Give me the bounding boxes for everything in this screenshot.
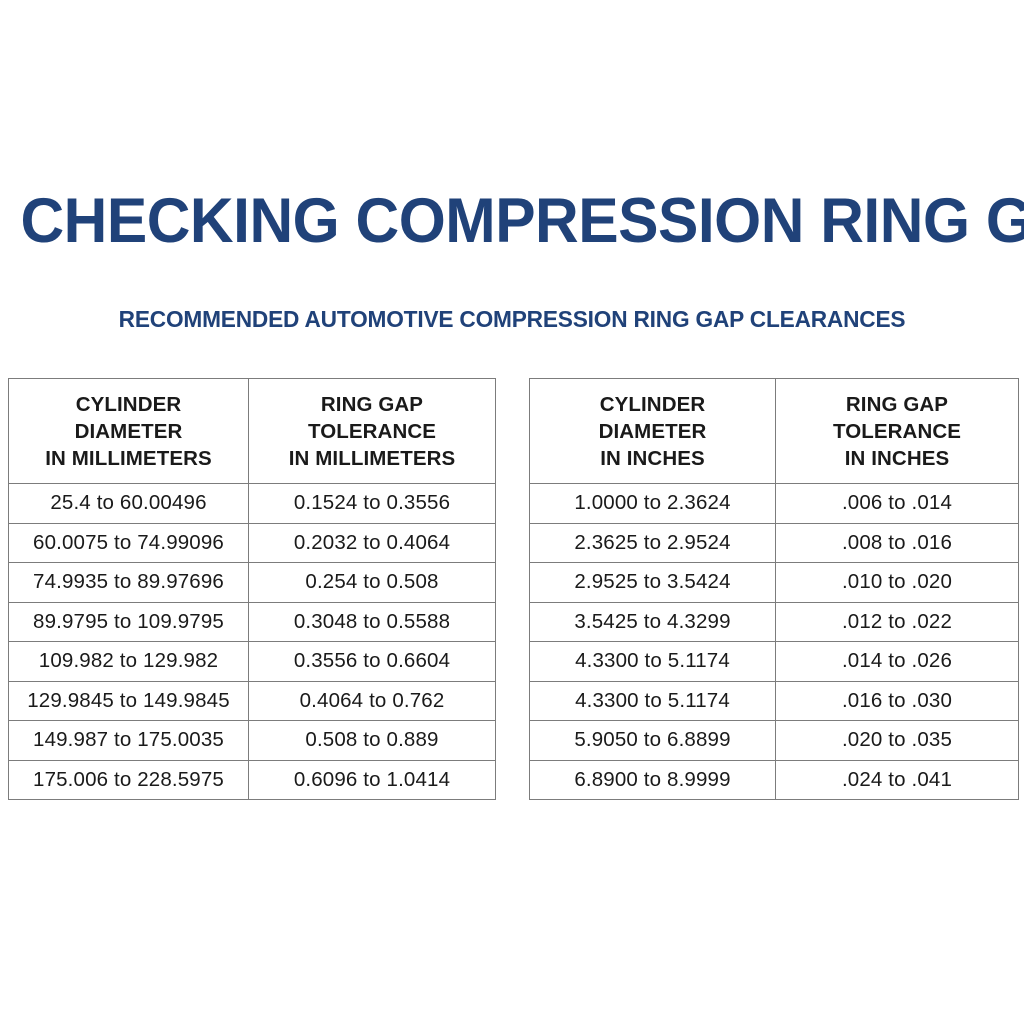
imperial-cell-tolerance: .020 to .035 [775, 720, 1019, 761]
table-row: 6.8900 to 8.9999 .024 to .041 [529, 759, 1019, 800]
imperial-header-diameter: CYLINDER DIAMETER IN INCHES [529, 378, 776, 484]
imperial-header-diameter-line3: IN INCHES [600, 446, 705, 470]
metric-cell-diameter: 89.9795 to 109.9795 [8, 601, 249, 642]
imperial-cell-tolerance: .006 to .014 [775, 483, 1019, 524]
metric-cell-tolerance: 0.508 to 0.889 [248, 720, 496, 761]
imperial-cell-tolerance: .012 to .022 [775, 601, 1019, 642]
metric-header-diameter-line3: IN MILLIMETERS [45, 446, 212, 470]
metric-header-tolerance: RING GAP TOLERANCE IN MILLIMETERS [248, 378, 496, 484]
metric-header-tolerance-line1: RING GAP [320, 392, 424, 416]
table-row: 74.9935 to 89.97696 0.254 to 0.508 [8, 562, 496, 603]
imperial-cell-tolerance: .016 to .030 [775, 680, 1019, 721]
imperial-cell-diameter: 5.9050 to 6.8899 [529, 720, 776, 761]
metric-cell-tolerance: 0.3048 to 0.5588 [248, 601, 496, 642]
imperial-cell-tolerance: .008 to .016 [775, 522, 1019, 563]
metric-table: CYLINDER DIAMETER IN MILLIMETERS RING GA… [8, 378, 496, 800]
imperial-cell-diameter: 2.9525 to 3.5424 [529, 562, 776, 603]
metric-cell-diameter: 149.987 to 175.0035 [8, 720, 249, 761]
metric-cell-diameter: 175.006 to 228.5975 [8, 759, 249, 800]
imperial-cell-diameter: 2.3625 to 2.9524 [529, 522, 776, 563]
title-block: CHECKING COMPRESSION RING GAPS RECOMMEND… [0, 186, 1024, 332]
table-row: 5.9050 to 6.8899 .020 to .035 [529, 720, 1019, 761]
imperial-cell-diameter: 6.8900 to 8.9999 [529, 759, 776, 800]
table-row: 3.5425 to 4.3299 .012 to .022 [529, 601, 1019, 642]
imperial-header-tolerance-line3: IN INCHES [844, 446, 950, 470]
table-row: 60.0075 to 74.99096 0.2032 to 0.4064 [8, 522, 496, 563]
metric-table-head: CYLINDER DIAMETER IN MILLIMETERS RING GA… [8, 378, 496, 484]
metric-header-diameter: CYLINDER DIAMETER IN MILLIMETERS [8, 378, 249, 484]
metric-cell-diameter: 109.982 to 129.982 [8, 641, 249, 682]
metric-header-diameter-line1: CYLINDER [75, 392, 182, 416]
table-row: 175.006 to 228.5975 0.6096 to 1.0414 [8, 759, 496, 800]
table-row: 25.4 to 60.00496 0.1524 to 0.3556 [8, 483, 496, 524]
imperial-cell-tolerance: .024 to .041 [775, 759, 1019, 800]
imperial-header-tolerance: RING GAP TOLERANCE IN INCHES [775, 378, 1019, 484]
imperial-header-diameter-line1: CYLINDER [599, 392, 706, 416]
metric-header-tolerance-line3: IN MILLIMETERS [288, 446, 456, 470]
table-row: 149.987 to 175.0035 0.508 to 0.889 [8, 720, 496, 761]
page-subtitle: RECOMMENDED AUTOMOTIVE COMPRESSION RING … [118, 306, 906, 332]
metric-cell-diameter: 129.9845 to 149.9845 [8, 680, 249, 721]
table-row: 1.0000 to 2.3624 .006 to .014 [529, 483, 1019, 524]
metric-cell-diameter: 74.9935 to 89.97696 [8, 562, 249, 603]
imperial-cell-tolerance: .014 to .026 [775, 641, 1019, 682]
table-row: 2.3625 to 2.9524 .008 to .016 [529, 522, 1019, 563]
imperial-header-tolerance-line1: RING GAP [845, 392, 949, 416]
imperial-cell-tolerance: .010 to .020 [775, 562, 1019, 603]
table-row: 129.9845 to 149.9845 0.4064 to 0.762 [8, 680, 496, 721]
metric-cell-tolerance: 0.1524 to 0.3556 [248, 483, 496, 524]
imperial-cell-diameter: 3.5425 to 4.3299 [529, 601, 776, 642]
imperial-cell-diameter: 1.0000 to 2.3624 [529, 483, 776, 524]
table-row: 109.982 to 129.982 0.3556 to 0.6604 [8, 641, 496, 682]
metric-cell-tolerance: 0.2032 to 0.4064 [248, 522, 496, 563]
metric-cell-tolerance: 0.3556 to 0.6604 [248, 641, 496, 682]
metric-cell-diameter: 25.4 to 60.00496 [8, 483, 249, 524]
table-row: 2.9525 to 3.5424 .010 to .020 [529, 562, 1019, 603]
table-row: 4.3300 to 5.1174 .014 to .026 [529, 641, 1019, 682]
metric-header-diameter-line2: DIAMETER [74, 419, 183, 443]
imperial-header-diameter-line2: DIAMETER [598, 419, 707, 443]
metric-cell-tolerance: 0.6096 to 1.0414 [248, 759, 496, 800]
imperial-table: CYLINDER DIAMETER IN INCHES RING GAP TOL… [529, 378, 1019, 800]
table-row: 89.9795 to 109.9795 0.3048 to 0.5588 [8, 601, 496, 642]
metric-header-row: CYLINDER DIAMETER IN MILLIMETERS RING GA… [8, 378, 496, 484]
metric-cell-diameter: 60.0075 to 74.99096 [8, 522, 249, 563]
imperial-header-tolerance-line2: TOLERANCE [832, 419, 962, 443]
imperial-table-body: 1.0000 to 2.3624 .006 to .014 2.3625 to … [529, 483, 1019, 800]
page-title: CHECKING COMPRESSION RING GAPS [20, 186, 1024, 256]
metric-header-tolerance-line2: TOLERANCE [307, 419, 437, 443]
table-row: 4.3300 to 5.1174 .016 to .030 [529, 680, 1019, 721]
imperial-table-head: CYLINDER DIAMETER IN INCHES RING GAP TOL… [529, 378, 1019, 484]
metric-cell-tolerance: 0.254 to 0.508 [248, 562, 496, 603]
imperial-cell-diameter: 4.3300 to 5.1174 [529, 641, 776, 682]
metric-cell-tolerance: 0.4064 to 0.762 [248, 680, 496, 721]
imperial-header-row: CYLINDER DIAMETER IN INCHES RING GAP TOL… [529, 378, 1019, 484]
metric-table-body: 25.4 to 60.00496 0.1524 to 0.3556 60.007… [8, 483, 496, 800]
imperial-cell-diameter: 4.3300 to 5.1174 [529, 680, 776, 721]
